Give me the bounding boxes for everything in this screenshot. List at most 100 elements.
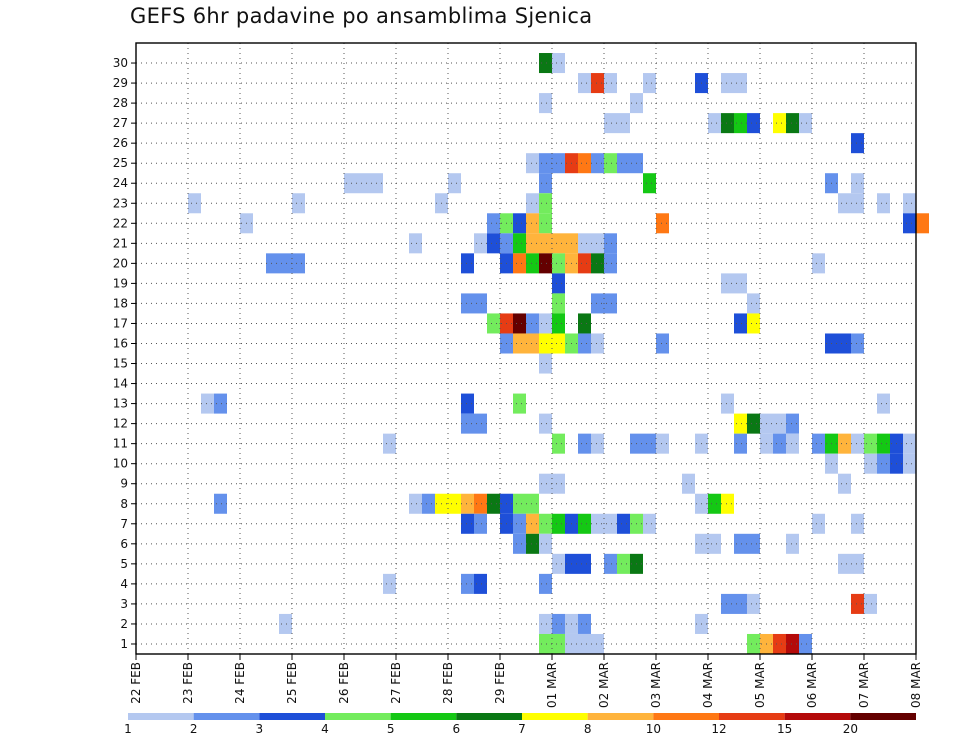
precip-cell xyxy=(656,433,669,454)
precip-cell xyxy=(539,213,552,234)
precip-cell xyxy=(734,533,747,554)
precip-cell xyxy=(773,633,786,654)
precip-cell xyxy=(461,293,474,314)
precip-cell xyxy=(747,533,760,554)
precip-cell xyxy=(903,213,916,234)
precip-cell xyxy=(578,73,591,94)
x-tick-label: 22 FEB xyxy=(129,662,143,704)
precip-cell xyxy=(487,493,500,514)
precip-cell xyxy=(617,113,630,134)
precip-cell xyxy=(864,593,877,614)
precip-cell xyxy=(916,213,929,234)
precip-cell xyxy=(539,173,552,194)
precip-cell xyxy=(812,513,825,534)
precip-cell xyxy=(552,473,565,494)
precip-cell xyxy=(513,533,526,554)
y-tick-label: 6 xyxy=(120,537,128,551)
y-tick-label: 30 xyxy=(113,56,128,70)
precip-cell xyxy=(448,173,461,194)
precip-cell xyxy=(851,553,864,574)
precip-cell xyxy=(734,273,747,294)
precip-cell xyxy=(747,633,760,654)
y-tick-label: 14 xyxy=(113,377,128,391)
precip-cell xyxy=(591,433,604,454)
x-tick-label: 01 MAR xyxy=(545,662,559,708)
y-tick-label: 10 xyxy=(113,457,128,471)
precip-cell xyxy=(552,253,565,274)
precip-cell xyxy=(539,533,552,554)
precip-cell xyxy=(578,633,591,654)
precip-cell xyxy=(526,153,539,174)
precip-cell xyxy=(617,153,630,174)
precip-cell xyxy=(851,433,864,454)
precip-cell xyxy=(591,233,604,254)
precip-cell xyxy=(487,233,500,254)
precip-cell xyxy=(214,393,227,414)
precip-cell xyxy=(487,313,500,334)
precip-cell xyxy=(682,473,695,494)
precip-cell xyxy=(851,193,864,214)
y-tick-label: 22 xyxy=(113,216,128,230)
precip-cell xyxy=(266,253,279,274)
x-tick-label: 23 FEB xyxy=(181,662,195,704)
chart-title: GEFS 6hr padavine po ansamblima Sjenica xyxy=(130,4,593,28)
precip-cell xyxy=(643,433,656,454)
precip-cell xyxy=(578,333,591,354)
colorbar-segment xyxy=(390,713,457,720)
y-tick-label: 17 xyxy=(113,316,128,330)
precip-cell xyxy=(786,113,799,134)
precip-cell xyxy=(591,633,604,654)
precip-cell xyxy=(474,233,487,254)
precip-cell xyxy=(721,73,734,94)
precip-cell xyxy=(474,513,487,534)
precip-cell xyxy=(578,513,591,534)
precip-cell xyxy=(539,513,552,534)
precip-cell xyxy=(734,313,747,334)
precip-cell xyxy=(578,553,591,574)
precip-cell xyxy=(786,533,799,554)
precip-cell xyxy=(474,493,487,514)
precip-cell xyxy=(513,333,526,354)
colorbar-label: 15 xyxy=(777,722,792,736)
colorbar-label: 5 xyxy=(387,722,395,736)
y-tick-label: 11 xyxy=(113,437,128,451)
precip-cell xyxy=(552,613,565,634)
precip-cell xyxy=(539,573,552,594)
precip-cell xyxy=(552,633,565,654)
precip-cell xyxy=(539,413,552,434)
precip-cell xyxy=(838,193,851,214)
precip-cell xyxy=(604,293,617,314)
x-tick-label: 25 FEB xyxy=(285,662,299,704)
y-tick-label: 15 xyxy=(113,357,128,371)
precip-cell xyxy=(526,513,539,534)
precip-cell xyxy=(513,253,526,274)
precip-cell xyxy=(526,493,539,514)
precip-cell xyxy=(409,493,422,514)
colorbar-label: 10 xyxy=(646,722,661,736)
precip-cell xyxy=(799,633,812,654)
precip-cell xyxy=(539,333,552,354)
precip-cell xyxy=(721,493,734,514)
y-tick-label: 13 xyxy=(113,397,128,411)
y-tick-label: 4 xyxy=(120,577,128,591)
y-tick-label: 1 xyxy=(120,637,128,651)
precip-cell xyxy=(552,333,565,354)
precip-cell xyxy=(734,413,747,434)
precip-cell xyxy=(799,113,812,134)
precip-cell xyxy=(474,413,487,434)
precip-cell xyxy=(877,193,890,214)
colorbar-label: 20 xyxy=(843,722,858,736)
precip-cell xyxy=(292,193,305,214)
precip-cell xyxy=(864,433,877,454)
x-tick-label: 28 FEB xyxy=(441,662,455,704)
precip-cell xyxy=(539,613,552,634)
precip-cell xyxy=(448,493,461,514)
precip-cell xyxy=(591,333,604,354)
precip-cell xyxy=(461,253,474,274)
precip-cell xyxy=(357,173,370,194)
y-tick-label: 12 xyxy=(113,417,128,431)
precip-cell xyxy=(552,53,565,74)
precip-cell xyxy=(747,413,760,434)
precip-cell xyxy=(578,313,591,334)
